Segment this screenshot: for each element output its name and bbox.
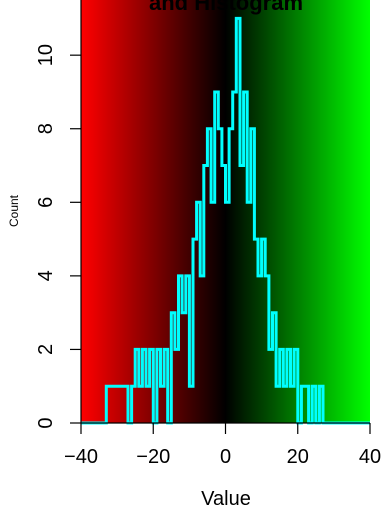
x-tick-label: 20 [287, 446, 309, 468]
y-tick-label: 6 [35, 197, 57, 208]
plot-background-gradient [81, 0, 370, 423]
chart-title: and Histogram [149, 0, 303, 15]
axis-layer: −40 −20 0 20 40 0 2 4 6 8 10 [35, 0, 381, 468]
data-layer [81, 16, 370, 425]
y-axis-label: Count [7, 194, 21, 227]
y-tick-label: 8 [35, 123, 57, 134]
y-tick-label: 10 [35, 44, 57, 66]
y-tick-label: 2 [35, 344, 57, 355]
y-tick-label: 0 [35, 417, 57, 428]
x-tick-label: −20 [136, 446, 170, 468]
x-tick-label: 40 [359, 446, 381, 468]
y-tick-label: 4 [35, 270, 57, 281]
x-axis-label: Value [201, 488, 251, 510]
x-tick-label: 0 [220, 446, 231, 468]
histogram-step-line [81, 16, 370, 425]
x-tick-label: −40 [64, 446, 98, 468]
